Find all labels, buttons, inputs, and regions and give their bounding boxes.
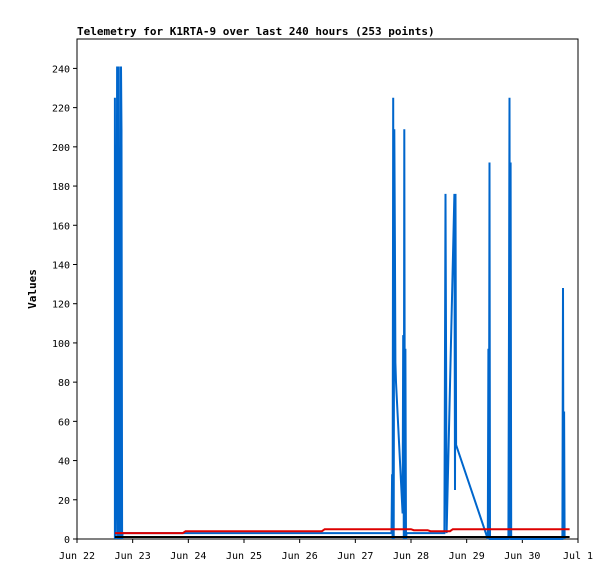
series-group bbox=[113, 66, 570, 540]
x-tick-label: Jun 28 bbox=[393, 551, 429, 562]
x-tick-label: Jun 29 bbox=[449, 551, 485, 562]
y-tick-label: 0 bbox=[64, 535, 70, 546]
plot-frame bbox=[76, 38, 579, 540]
x-tick-label: Jun 23 bbox=[115, 551, 151, 562]
y-tick-label: 140 bbox=[52, 260, 70, 271]
x-tick-label: Jun 27 bbox=[337, 551, 373, 562]
series-line-1 bbox=[114, 528, 570, 535]
x-tick-label: Jul 1 bbox=[563, 551, 593, 562]
y-tick-label: 120 bbox=[52, 300, 70, 311]
x-tick-label: Jun 25 bbox=[226, 551, 262, 562]
series-line-0 bbox=[113, 66, 566, 540]
y-tick-label: 180 bbox=[52, 182, 70, 193]
y-tick-label: 220 bbox=[52, 104, 70, 115]
y-tick-label: 240 bbox=[52, 64, 70, 75]
x-tick-label: Jun 22 bbox=[59, 551, 95, 562]
x-tick-label: Jun 30 bbox=[504, 551, 540, 562]
y-axis-label: Values bbox=[26, 269, 39, 309]
y-axis: 0 20 40 60 80 100 120 140 160 180 200 220 240 bbox=[52, 64, 77, 546]
x-tick-label: Jun 26 bbox=[282, 551, 318, 562]
chart-title: Telemetry for K1RTA-9 over last 240 hour… bbox=[77, 25, 435, 38]
y-tick-label: 80 bbox=[58, 378, 70, 389]
x-axis: Jun 22 Jun 23 Jun 24 Jun 25 Jun 26 Jun 27 Jun … bbox=[59, 539, 593, 562]
y-tick-label: 200 bbox=[52, 143, 70, 154]
y-tick-label: 160 bbox=[52, 221, 70, 232]
y-tick-label: 100 bbox=[52, 339, 70, 350]
x-tick-label: Jun 24 bbox=[170, 551, 206, 562]
y-tick-label: 20 bbox=[58, 496, 70, 507]
y-tick-label: 40 bbox=[58, 457, 70, 468]
y-tick-label: 60 bbox=[58, 417, 70, 428]
